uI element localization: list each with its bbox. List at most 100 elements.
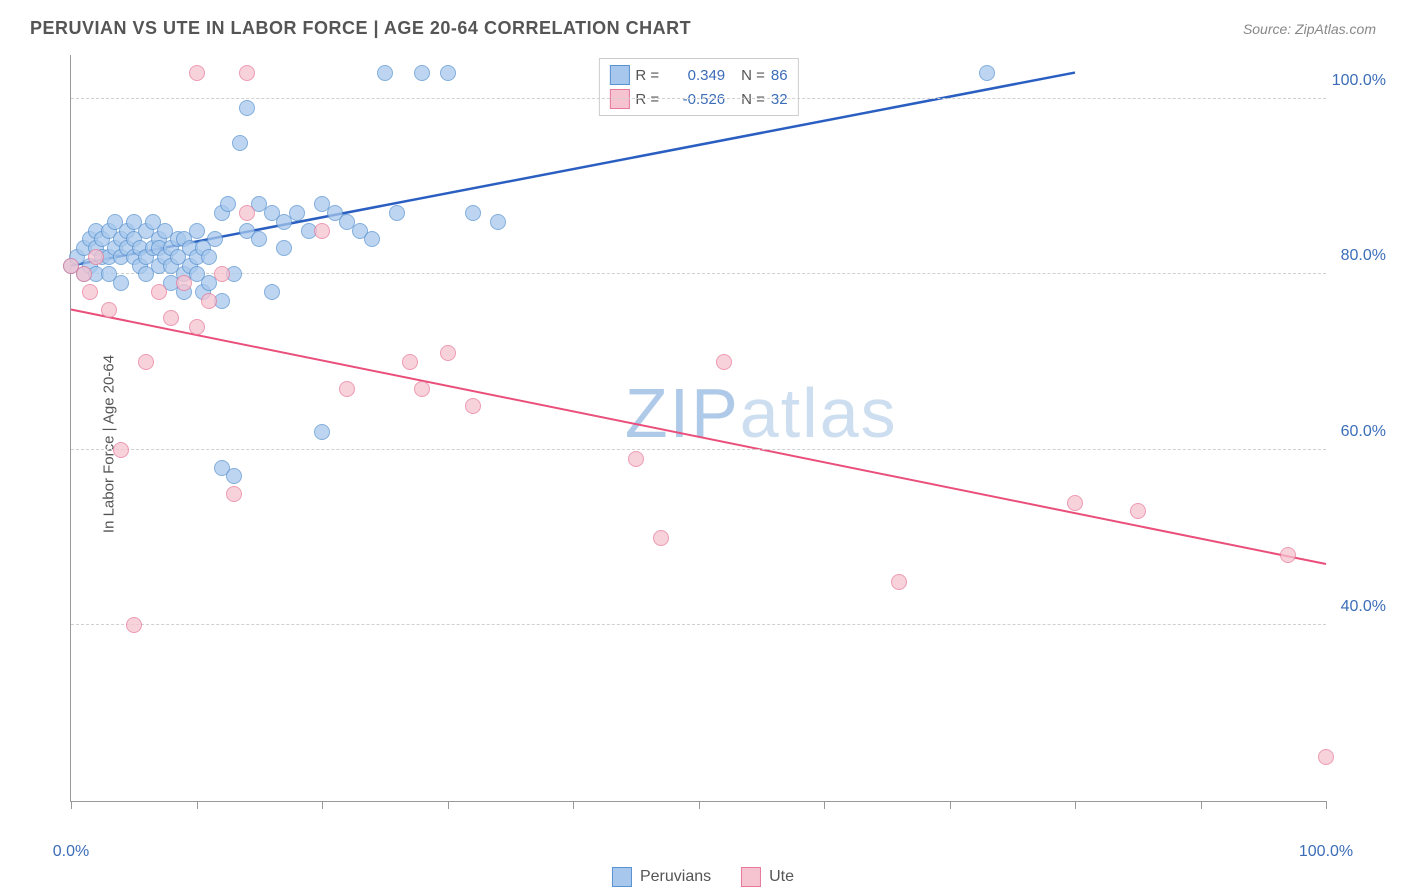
ytick-label: 60.0% — [1341, 423, 1386, 441]
xtick — [950, 801, 951, 809]
ytick-label: 40.0% — [1341, 598, 1386, 616]
scatter-point — [226, 468, 242, 484]
scatter-point — [138, 354, 154, 370]
legend-swatch — [612, 867, 632, 887]
scatter-point — [653, 530, 669, 546]
scatter-point — [377, 65, 393, 81]
scatter-point — [414, 381, 430, 397]
ytick-label: 100.0% — [1332, 72, 1386, 90]
scatter-point — [891, 574, 907, 590]
scatter-point — [151, 284, 167, 300]
scatter-point — [628, 451, 644, 467]
scatter-point — [251, 231, 267, 247]
trend-line — [71, 310, 1326, 565]
trend-lines — [71, 55, 1326, 801]
scatter-point — [220, 196, 236, 212]
scatter-point — [113, 442, 129, 458]
scatter-point — [1318, 749, 1334, 765]
scatter-point — [490, 214, 506, 230]
scatter-point — [176, 275, 192, 291]
xtick — [448, 801, 449, 809]
xtick — [322, 801, 323, 809]
scatter-point — [440, 345, 456, 361]
plot-area: ZIPatlas R =0.349N =86R =-0.526N =32 40.… — [70, 55, 1326, 802]
scatter-point — [465, 398, 481, 414]
scatter-point — [76, 266, 92, 282]
scatter-point — [239, 205, 255, 221]
scatter-point — [1280, 547, 1296, 563]
scatter-point — [207, 231, 223, 247]
scatter-point — [201, 249, 217, 265]
scatter-point — [314, 424, 330, 440]
scatter-point — [979, 65, 995, 81]
ytick-label: 80.0% — [1341, 247, 1386, 265]
legend-n-label: N = — [741, 91, 765, 108]
scatter-point — [126, 617, 142, 633]
legend-row: R = 0.349 N = 86 — [609, 63, 787, 87]
chart: In Labor Force | Age 20-64 ZIPatlas R =0… — [30, 55, 1376, 832]
xtick — [1075, 801, 1076, 809]
watermark: ZIPatlas — [625, 373, 898, 453]
gridline — [71, 98, 1326, 99]
legend-r-value: -0.526 — [665, 91, 725, 108]
legend-r-label: R = — [635, 67, 659, 84]
scatter-point — [214, 266, 230, 282]
legend-n-value: 32 — [771, 91, 788, 108]
legend-n-label: N = — [741, 67, 765, 84]
scatter-point — [716, 354, 732, 370]
legend-r-value: 0.349 — [665, 67, 725, 84]
correlation-legend: R = 0.349 N = 86 R = -0.526 N = 32 — [598, 58, 798, 116]
scatter-point — [101, 302, 117, 318]
scatter-point — [82, 284, 98, 300]
gridline — [71, 449, 1326, 450]
xtick — [1201, 801, 1202, 809]
xtick — [573, 801, 574, 809]
xtick — [824, 801, 825, 809]
xtick — [1326, 801, 1327, 809]
xtick — [197, 801, 198, 809]
legend-swatch — [609, 65, 629, 85]
scatter-point — [465, 205, 481, 221]
scatter-point — [113, 275, 129, 291]
scatter-point — [389, 205, 405, 221]
xtick-label: 100.0% — [1299, 843, 1353, 861]
scatter-point — [402, 354, 418, 370]
scatter-point — [189, 65, 205, 81]
chart-title: PERUVIAN VS UTE IN LABOR FORCE | AGE 20-… — [30, 18, 691, 39]
xtick — [699, 801, 700, 809]
source-label: Source: ZipAtlas.com — [1243, 21, 1376, 37]
scatter-point — [264, 284, 280, 300]
xtick-label: 0.0% — [53, 843, 89, 861]
scatter-point — [189, 319, 205, 335]
gridline — [71, 273, 1326, 274]
series-legend: Peruvians Ute — [612, 867, 794, 887]
scatter-point — [239, 100, 255, 116]
legend-item: Peruvians — [612, 867, 711, 887]
legend-item: Ute — [741, 867, 794, 887]
scatter-point — [276, 240, 292, 256]
scatter-point — [364, 231, 380, 247]
scatter-point — [163, 310, 179, 326]
legend-n-value: 86 — [771, 67, 788, 84]
scatter-point — [189, 223, 205, 239]
header: PERUVIAN VS UTE IN LABOR FORCE | AGE 20-… — [0, 0, 1406, 47]
scatter-point — [226, 486, 242, 502]
legend-label: Peruvians — [640, 868, 711, 886]
scatter-point — [440, 65, 456, 81]
xtick — [71, 801, 72, 809]
scatter-point — [1067, 495, 1083, 511]
legend-swatch — [741, 867, 761, 887]
scatter-point — [314, 223, 330, 239]
gridline — [71, 624, 1326, 625]
legend-swatch — [609, 89, 629, 109]
legend-row: R = -0.526 N = 32 — [609, 87, 787, 111]
scatter-point — [414, 65, 430, 81]
scatter-point — [232, 135, 248, 151]
scatter-point — [339, 381, 355, 397]
legend-label: Ute — [769, 868, 794, 886]
legend-r-label: R = — [635, 91, 659, 108]
scatter-point — [88, 249, 104, 265]
scatter-point — [201, 293, 217, 309]
scatter-point — [1130, 503, 1146, 519]
scatter-point — [289, 205, 305, 221]
